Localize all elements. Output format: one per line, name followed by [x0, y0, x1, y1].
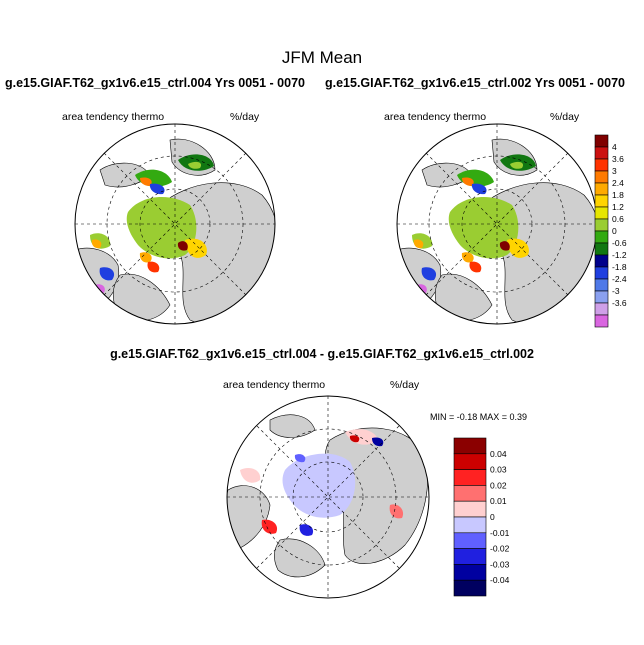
colorbar-tick-label: 0	[612, 226, 617, 236]
colorbar-swatch	[453, 564, 487, 581]
diff-units-label: %/day	[390, 379, 420, 391]
colorbar-swatch	[453, 516, 487, 534]
colorbar-swatch	[453, 485, 487, 502]
colorbar-swatch	[453, 532, 487, 549]
colorbar-swatch	[594, 302, 609, 316]
colorbar-top: 4 3.6 3 2.4 1.8 1.2 0.6 0 -0.6 -1.2 -1.8 -2.4 -3 -3.6	[594, 134, 627, 328]
right-variable-label: area tendency thermo	[384, 111, 487, 123]
left-variable-label: area tendency thermo	[62, 111, 165, 123]
colorbar-swatch	[594, 170, 609, 184]
colorbar-swatch	[594, 290, 609, 304]
colorbar-tick-label: 0.6	[612, 214, 624, 224]
min-max-label: MIN = -0.18 MAX = 0.39	[430, 412, 528, 422]
colorbar-swatch	[594, 314, 609, 328]
colorbar-tick-label: 1.8	[612, 190, 624, 200]
colorbar-tick-label: -0.01	[490, 528, 510, 538]
diff-panel-title: g.e15.GIAF.T62_gx1v6.e15_ctrl.004 - g.e1…	[110, 347, 534, 361]
colorbar-tick-label: -0.03	[490, 559, 510, 569]
colorbar-swatch	[453, 500, 487, 518]
right-map-fields	[397, 124, 597, 324]
colorbar-swatch	[453, 548, 487, 565]
colorbar-tick-label: -1.8	[612, 262, 627, 272]
colorbar-diff: 0.04 0.03 0.02 0.01 0 -0.01 -0.02 -0.03 -0.04	[453, 437, 510, 597]
colorbar-tick-label: -2.4	[612, 274, 627, 284]
right-polar-map	[396, 123, 598, 325]
colorbar-swatch	[594, 194, 609, 208]
colorbar-swatch	[594, 158, 609, 172]
colorbar-swatch	[453, 437, 487, 455]
colorbar-tick-label: -3.6	[612, 298, 627, 308]
left-polar-map	[74, 123, 276, 325]
colorbar-tick-label: -0.02	[490, 544, 510, 554]
colorbar-swatch	[594, 134, 609, 148]
colorbar-swatch	[594, 266, 609, 280]
colorbar-swatch	[594, 206, 609, 220]
diff-variable-label: area tendency thermo	[223, 379, 326, 391]
colorbar-swatch	[594, 254, 609, 268]
right-units-label: %/day	[550, 111, 580, 123]
colorbar-swatch	[594, 146, 609, 160]
colorbar-swatch	[594, 242, 609, 256]
right-panel-title: g.e15.GIAF.T62_gx1v6.e15_ctrl.002 Yrs 00…	[325, 76, 625, 90]
colorbar-swatch	[594, 278, 609, 292]
colorbar-tick-label: 0.04	[490, 449, 507, 459]
colorbar-swatch	[594, 230, 609, 244]
colorbar-swatch	[594, 218, 609, 232]
colorbar-tick-label: -3	[612, 286, 620, 296]
left-units-label: %/day	[230, 111, 260, 123]
colorbar-swatch	[453, 453, 487, 470]
colorbar-swatch	[453, 579, 487, 597]
colorbar-tick-label: 4	[612, 142, 617, 152]
colorbar-tick-label: 0	[490, 512, 495, 522]
left-map-fields	[75, 124, 275, 324]
diff-map-fields	[227, 396, 429, 598]
colorbar-tick-label: 0.03	[490, 465, 507, 475]
colorbar-tick-label: 3.6	[612, 154, 624, 164]
page-title: JFM Mean	[281, 48, 363, 67]
colorbar-tick-label: -0.04	[490, 575, 510, 585]
colorbar-tick-label: -0.6	[612, 238, 627, 248]
colorbar-tick-label: 2.4	[612, 178, 624, 188]
colorbar-swatch	[594, 182, 609, 196]
colorbar-tick-label: -1.2	[612, 250, 627, 260]
colorbar-tick-label: 3	[612, 166, 617, 176]
colorbar-tick-label: 0.02	[490, 480, 507, 490]
diff-polar-map	[226, 395, 430, 599]
left-panel-title: g.e15.GIAF.T62_gx1v6.e15_ctrl.004 Yrs 00…	[5, 76, 305, 90]
colorbar-swatch	[453, 469, 487, 486]
colorbar-tick-label: 0.01	[490, 496, 507, 506]
colorbar-tick-label: 1.2	[612, 202, 624, 212]
